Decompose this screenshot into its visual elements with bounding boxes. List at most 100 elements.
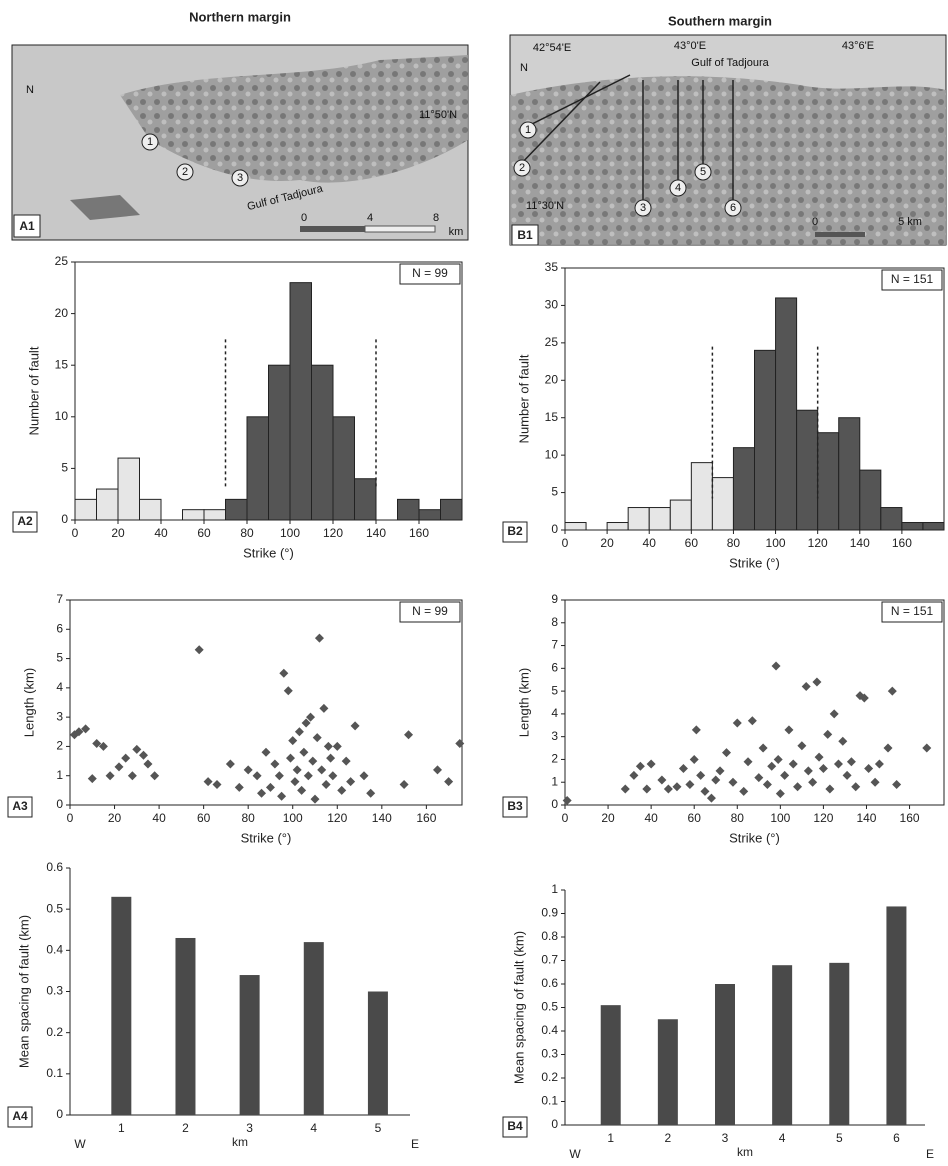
point — [270, 760, 279, 769]
point — [88, 774, 97, 783]
point — [226, 760, 235, 769]
point — [696, 771, 705, 780]
point — [647, 760, 656, 769]
map-label: N — [520, 62, 528, 74]
x-tick-label: 60 — [197, 811, 211, 825]
bar — [355, 479, 377, 520]
x-tick-label: 120 — [323, 526, 343, 540]
bar — [240, 975, 260, 1115]
x-tick-label: 160 — [892, 536, 912, 550]
point — [204, 777, 213, 786]
point — [253, 771, 262, 780]
bar — [183, 510, 205, 520]
point — [150, 771, 159, 780]
point — [313, 733, 322, 742]
y-tick-label: 30 — [545, 298, 559, 312]
point — [825, 785, 834, 794]
map-label: 11°50'N — [419, 109, 457, 121]
x-tick-label: 20 — [600, 536, 614, 550]
point — [288, 736, 297, 745]
bar — [881, 508, 902, 530]
map-label: 5 — [700, 166, 706, 178]
x-axis-label: Strike (°) — [243, 545, 294, 560]
annotation: N = 99 — [412, 266, 448, 280]
bar — [902, 523, 923, 530]
point — [266, 783, 275, 792]
point — [851, 782, 860, 791]
bar — [818, 433, 839, 530]
y-tick-label: 5 — [551, 485, 558, 499]
x-tick-label: 100 — [280, 526, 300, 540]
point — [360, 771, 369, 780]
point — [922, 744, 931, 753]
y-tick-label: 0.4 — [541, 1023, 558, 1037]
point — [337, 786, 346, 795]
map-label: 1 — [525, 124, 531, 136]
y-tick-label: 0 — [551, 522, 558, 536]
point — [892, 780, 901, 789]
point — [772, 662, 781, 671]
y-axis-label: Length (km) — [21, 668, 36, 737]
bar — [290, 283, 312, 520]
map-label: 42°54'E — [533, 42, 571, 54]
y-tick-label: 0 — [61, 512, 68, 526]
y-axis-label: Length (km) — [516, 668, 531, 737]
y-tick-label: 0.3 — [46, 984, 63, 998]
bar — [175, 938, 195, 1115]
bar — [140, 499, 162, 520]
map-label: km — [449, 226, 464, 238]
x-tick-label: 140 — [366, 526, 386, 540]
point — [823, 730, 832, 739]
x-tick-label: 0 — [562, 811, 569, 825]
bar — [441, 499, 463, 520]
point — [843, 771, 852, 780]
point — [195, 645, 204, 654]
point — [797, 741, 806, 750]
point — [284, 686, 293, 695]
x-tick-label: 0 — [562, 536, 569, 550]
point — [776, 789, 785, 798]
point — [317, 765, 326, 774]
map-label: 2 — [519, 162, 525, 174]
y-tick-label: 7 — [56, 592, 63, 606]
point — [351, 721, 360, 730]
point — [793, 782, 802, 791]
x-axis-label: Strike (°) — [241, 830, 292, 845]
bar — [733, 448, 754, 530]
y-tick-label: 0.2 — [46, 1025, 63, 1039]
point — [328, 771, 337, 780]
point — [121, 754, 130, 763]
point — [319, 704, 328, 713]
point — [455, 739, 464, 748]
bar — [829, 963, 849, 1125]
map-label: 5 km — [898, 216, 922, 228]
point — [707, 794, 716, 803]
point — [763, 780, 772, 789]
bar — [649, 508, 670, 530]
point — [132, 745, 141, 754]
y-tick-label: 7 — [551, 638, 558, 652]
map-label: Gulf of Tadjoura — [691, 57, 769, 69]
x-tick-label: 60 — [685, 536, 699, 550]
x-tick-label: 6 — [893, 1131, 900, 1145]
bar — [715, 984, 735, 1125]
point — [754, 773, 763, 782]
panel-label: A2 — [17, 514, 33, 528]
y-tick-label: 0 — [56, 797, 63, 811]
point — [733, 719, 742, 728]
bar — [601, 1005, 621, 1125]
column-title: Northern margin — [189, 9, 291, 24]
x-tick-label: 20 — [601, 811, 615, 825]
point — [636, 762, 645, 771]
bar — [118, 458, 140, 520]
point — [299, 748, 308, 757]
scale-bar — [815, 232, 865, 237]
point — [744, 757, 753, 766]
y-tick-label: 5 — [56, 651, 63, 665]
point — [728, 778, 737, 787]
annotation: N = 99 — [412, 604, 448, 618]
bar — [565, 523, 586, 530]
x-tick-label: 20 — [108, 811, 122, 825]
point — [819, 764, 828, 773]
x-tick-label: 2 — [182, 1121, 189, 1135]
